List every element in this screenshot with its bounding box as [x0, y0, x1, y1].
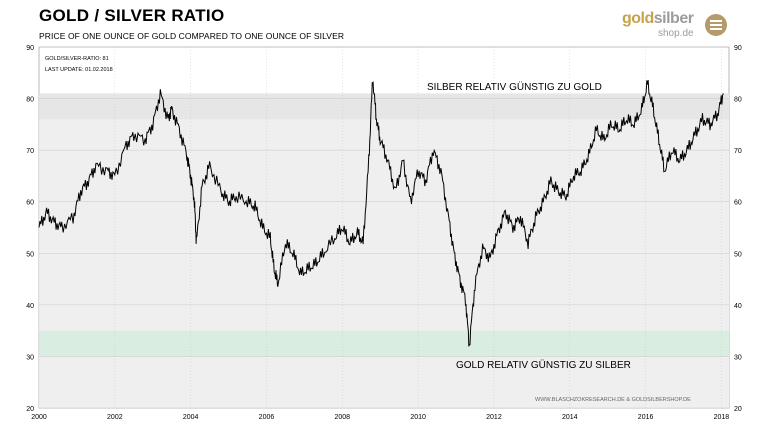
y-tick-label-right: 60: [734, 200, 742, 207]
annotation-upper: SILBER RELATIV GÜNSTIG ZU GOLD: [427, 81, 602, 93]
y-tick-label-left: 40: [26, 303, 34, 310]
source-text: WWW.BLASCHZOKRESEARCH.DE & GOLDSILBERSHO…: [535, 397, 691, 403]
y-tick-label-right: 50: [734, 251, 742, 258]
y-tick-label-right: 30: [734, 354, 742, 361]
x-tick-label: 2000: [31, 414, 47, 421]
y-tick-label-right: 40: [734, 303, 742, 310]
goldsilbershop-logo[interactable]: goldsilber shop.de: [622, 7, 732, 43]
x-tick-label: 2018: [714, 414, 730, 421]
x-tick-label: 2012: [486, 414, 502, 421]
x-tick-label: 2008: [335, 414, 351, 421]
logo-bars-icon: [705, 14, 727, 36]
x-tick-label: 2016: [638, 414, 654, 421]
y-tick-label-right: 20: [734, 406, 742, 413]
y-tick-label-right: 80: [734, 97, 742, 104]
x-tick-label: 2006: [259, 414, 275, 421]
lower-band: [39, 330, 729, 357]
y-tick-label-left: 30: [26, 354, 34, 361]
x-tick-label: 2010: [410, 414, 426, 421]
ratio-series-line: [38, 80, 724, 347]
chart-subtitle: PRICE OF ONE OUNCE OF GOLD COMPARED TO O…: [39, 31, 345, 41]
y-tick-label-left: 80: [26, 97, 34, 104]
y-tick-label-left: 20: [26, 406, 34, 413]
y-tick-label-left: 90: [26, 45, 34, 52]
y-tick-label-left: 70: [26, 148, 34, 155]
x-tick-label: 2002: [107, 414, 123, 421]
chart-title: GOLD / SILVER RATIO: [39, 6, 225, 25]
logo-wordmark: goldsilber: [622, 10, 694, 27]
x-tick-label: 2004: [183, 414, 199, 421]
y-tick-label-left: 50: [26, 251, 34, 258]
y-tick-label-right: 70: [734, 148, 742, 155]
y-tick-label-right: 90: [734, 45, 742, 52]
upper-band: [39, 93, 729, 120]
info-ratio-text: GOLD/SILVER-RATIO: 81: [45, 56, 109, 62]
info-update-text: LAST UPDATE: 01.02.2018: [45, 67, 113, 73]
y-tick-label-left: 60: [26, 200, 34, 207]
logo-domain: shop.de: [658, 28, 694, 39]
annotation-lower: GOLD RELATIV GÜNSTIG ZU SILBER: [456, 359, 631, 371]
x-tick-label: 2014: [562, 414, 578, 421]
